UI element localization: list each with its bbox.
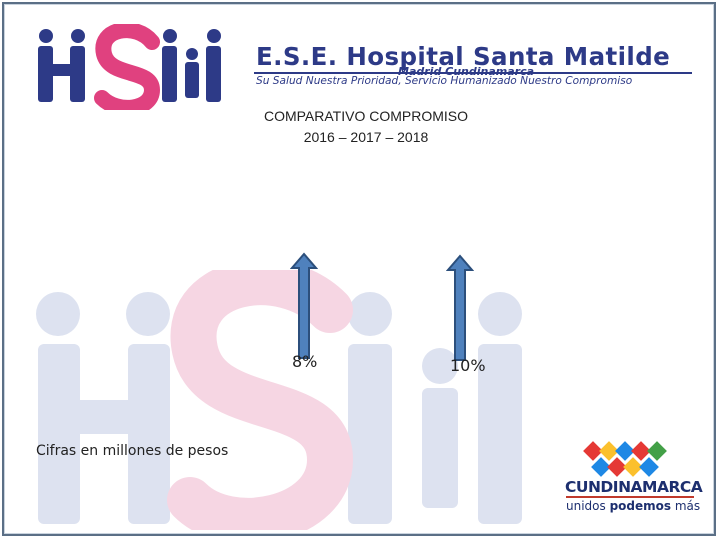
cundinamarca-tagline: unidos podemos más — [566, 499, 701, 513]
header-divider — [254, 72, 692, 74]
org-motto: Su Salud Nuestra Prioridad, Servicio Hum… — [256, 75, 633, 87]
cundinamarca-divider — [566, 496, 694, 498]
org-location: Madrid Cundinamarca — [398, 65, 535, 78]
slide-title: COMPARATIVO COMPROMISO 2016 – 2017 – 201… — [216, 106, 516, 148]
cundinamarca-logo — [583, 441, 667, 477]
up-arrow-icon — [290, 252, 318, 359]
title-line-1: COMPARATIVO COMPROMISO — [263, 108, 469, 124]
indicator-value: 8% — [292, 352, 318, 371]
org-name: E.S.E. Hospital Santa Matilde — [256, 42, 671, 71]
hsm-watermark-logo — [36, 270, 522, 530]
title-line-2: 2016 – 2017 – 2018 — [303, 129, 429, 145]
cundinamarca-name: CUNDINAMARCA — [565, 478, 703, 496]
footnote: Cifras en millones de pesos — [36, 443, 229, 459]
up-arrow-icon — [446, 254, 474, 361]
indicator-value: 10% — [450, 356, 486, 375]
hsm-logo — [38, 24, 221, 110]
